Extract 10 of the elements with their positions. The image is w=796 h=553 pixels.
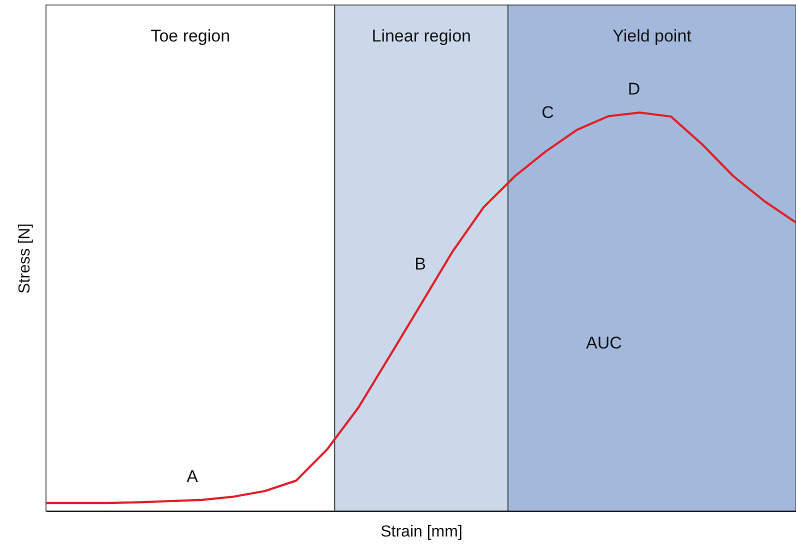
annotation: B — [414, 254, 426, 274]
text: D — [628, 80, 640, 98]
text: Toe region — [150, 26, 230, 46]
annotation: A — [186, 467, 199, 486]
text: Linear region — [372, 26, 471, 46]
text: Yield point — [612, 26, 692, 46]
x-axis-title: Strain [mm] — [380, 524, 462, 540]
annotation: C — [542, 102, 554, 122]
y-axis-title: Stress [N] — [16, 223, 34, 294]
annotation: AUC — [586, 334, 622, 353]
